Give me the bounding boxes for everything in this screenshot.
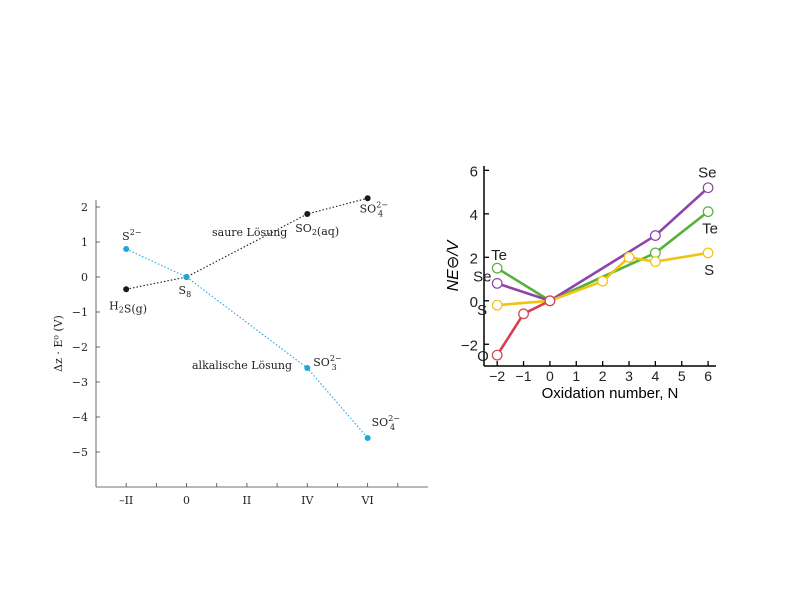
right-data-point-s bbox=[702, 247, 714, 259]
left-data-point bbox=[183, 274, 190, 280]
left-point-label: SO2− 4 bbox=[360, 200, 388, 218]
left-data-point bbox=[123, 246, 130, 252]
left-y-tick-label: −3 bbox=[72, 376, 88, 389]
right-data-point-s bbox=[649, 256, 661, 268]
right-series-label-end: Te bbox=[702, 221, 718, 238]
right-y-axis-label: NE⊖/V bbox=[445, 239, 462, 291]
right-x-tick-label: −2 bbox=[489, 368, 505, 384]
left-data-point bbox=[364, 195, 371, 202]
left-data-point bbox=[123, 286, 130, 293]
right-y-tick-label: 0 bbox=[470, 294, 478, 311]
left-y-axis-label: Δz · E⁰ (V) bbox=[52, 315, 65, 372]
left-y-tick-label: −1 bbox=[72, 306, 88, 319]
left-x-tick-label: VI bbox=[360, 494, 373, 507]
right-y-tick-label: 6 bbox=[470, 163, 478, 180]
left-y-tick-label: 2 bbox=[81, 201, 88, 214]
right-series-label-start: O bbox=[477, 348, 489, 365]
right-series-line-s bbox=[497, 251, 709, 307]
left-y-tick-label: −2 bbox=[72, 341, 88, 354]
left-data-point bbox=[364, 435, 371, 441]
left-x-tick-label: II bbox=[243, 494, 252, 507]
right-x-tick-label: 4 bbox=[651, 368, 659, 384]
left-y-tick-label: 0 bbox=[81, 271, 88, 284]
left-data-point bbox=[304, 365, 311, 371]
right-data-point-o bbox=[491, 349, 503, 361]
right-x-tick-label: 1 bbox=[572, 368, 580, 384]
right-x-tick-label: 6 bbox=[704, 368, 712, 384]
left-point-label: S2− bbox=[122, 228, 141, 243]
left-y-tick-label: 1 bbox=[81, 236, 88, 249]
left-series-name-acid: saure Lösung bbox=[212, 226, 287, 239]
right-x-tick-label: 2 bbox=[599, 368, 607, 384]
right-x-axis-label: Oxidation number, N bbox=[542, 385, 679, 402]
right-series-label-end: S bbox=[704, 262, 714, 279]
left-point-label: SO2− 4 bbox=[372, 414, 400, 432]
right-x-tick-label: 0 bbox=[546, 368, 554, 384]
right-series-label-start: Se bbox=[473, 268, 491, 285]
left-point-label: SO2− 3 bbox=[313, 354, 341, 372]
right-y-tick-label: 2 bbox=[470, 250, 478, 267]
right-series-label-end: Se bbox=[698, 165, 716, 182]
right-data-point-o bbox=[544, 295, 556, 307]
left-series-name-alkaline: alkalische Lösung bbox=[192, 359, 292, 372]
right-data-point-se bbox=[491, 277, 503, 289]
left-series-line bbox=[125, 248, 369, 439]
left-chart-group: 2 1 0 −1 −2 −3 −4 −5 –II 0 II IV VI Δz · E⁰ (V) H2S(g)… bbox=[52, 195, 428, 507]
left-point-label: SO2(aq) bbox=[295, 222, 339, 238]
right-chart-group: −2 0 2 4 6 −2 −1 0 1 2 3 4 5 6 Oxidation number, N NE⊖/… bbox=[445, 163, 718, 402]
right-data-point-te bbox=[702, 206, 714, 218]
left-y-tick-label: −4 bbox=[72, 411, 88, 424]
right-data-point-te bbox=[491, 262, 503, 274]
left-data-point bbox=[304, 211, 311, 217]
right-y-tick-label: 4 bbox=[470, 207, 478, 224]
right-x-tick-label: 3 bbox=[625, 368, 633, 384]
left-y-tick-label: −5 bbox=[72, 446, 88, 459]
left-point-label: H2S(g) bbox=[109, 299, 147, 315]
right-series-label-start: S bbox=[477, 302, 487, 319]
right-data-point-s bbox=[623, 251, 635, 263]
right-data-point-se bbox=[702, 182, 714, 194]
left-x-tick-label: 0 bbox=[183, 494, 190, 507]
right-data-point-s bbox=[491, 299, 503, 311]
left-series-line bbox=[126, 197, 368, 290]
right-x-tick-label: 5 bbox=[678, 368, 686, 384]
right-data-point-se bbox=[649, 230, 661, 241]
right-series-line-te bbox=[496, 210, 709, 303]
left-point-label: S8 bbox=[179, 284, 192, 299]
right-x-tick-label: −1 bbox=[516, 368, 532, 384]
right-data-point-o bbox=[518, 308, 529, 320]
right-series-label-start: Te bbox=[491, 247, 507, 264]
left-x-tick-label: IV bbox=[301, 494, 314, 507]
left-x-tick-label: –II bbox=[119, 494, 133, 507]
right-y-tick-label: −2 bbox=[461, 337, 478, 354]
right-data-point-s bbox=[597, 275, 609, 287]
right-series-line-se bbox=[496, 186, 709, 303]
